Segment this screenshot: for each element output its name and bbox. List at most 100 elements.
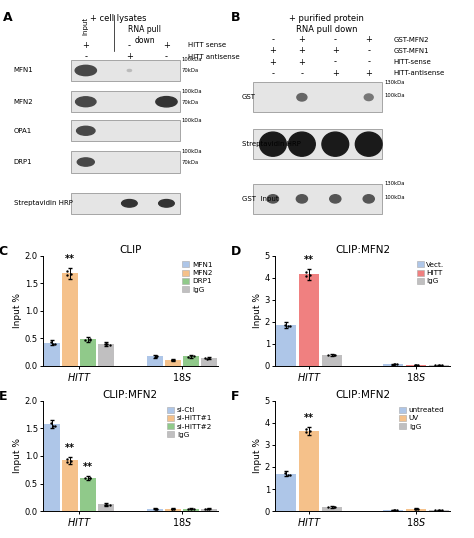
Text: -: - bbox=[334, 58, 337, 67]
Text: +: + bbox=[332, 46, 339, 55]
Ellipse shape bbox=[356, 132, 382, 156]
Point bbox=[391, 360, 398, 369]
Point bbox=[435, 506, 442, 514]
Point bbox=[390, 360, 397, 369]
Text: + purified protein: + purified protein bbox=[289, 14, 364, 23]
Bar bbox=[322, 355, 342, 366]
Text: RNA pull: RNA pull bbox=[128, 25, 161, 34]
Ellipse shape bbox=[364, 94, 373, 101]
Y-axis label: Input %: Input % bbox=[253, 293, 262, 328]
Bar bbox=[80, 339, 96, 366]
Text: GST  Input: GST Input bbox=[242, 196, 278, 202]
Point bbox=[205, 505, 213, 513]
Text: +: + bbox=[299, 46, 305, 55]
Point bbox=[169, 504, 176, 513]
Text: -: - bbox=[367, 46, 370, 55]
Point bbox=[51, 421, 59, 430]
Point bbox=[152, 353, 159, 362]
Point bbox=[154, 351, 161, 360]
Text: -: - bbox=[272, 69, 274, 78]
Text: 130kDa: 130kDa bbox=[384, 181, 405, 186]
Point bbox=[168, 356, 175, 365]
Ellipse shape bbox=[297, 94, 307, 101]
Bar bbox=[62, 461, 78, 511]
Text: GST-MFN2: GST-MFN2 bbox=[393, 37, 428, 43]
Point bbox=[201, 505, 209, 513]
Bar bbox=[276, 325, 296, 366]
Point bbox=[412, 505, 419, 513]
Point bbox=[414, 360, 422, 369]
FancyBboxPatch shape bbox=[71, 91, 180, 112]
Point bbox=[187, 505, 194, 513]
Text: MFN2: MFN2 bbox=[14, 99, 34, 105]
Point bbox=[47, 419, 55, 428]
Title: CLIP: CLIP bbox=[119, 245, 142, 255]
Point bbox=[306, 427, 314, 436]
FancyBboxPatch shape bbox=[71, 151, 180, 173]
Text: **: ** bbox=[304, 413, 314, 423]
Point bbox=[331, 502, 339, 511]
Bar bbox=[201, 358, 217, 366]
Point bbox=[86, 335, 93, 343]
Point bbox=[204, 505, 211, 513]
Point bbox=[390, 506, 397, 514]
Point bbox=[67, 270, 74, 279]
Point bbox=[391, 506, 398, 514]
Point bbox=[431, 361, 439, 370]
Bar bbox=[62, 273, 78, 366]
Point bbox=[330, 350, 338, 359]
Text: +: + bbox=[332, 69, 339, 78]
Point bbox=[51, 339, 59, 348]
Bar bbox=[276, 473, 296, 511]
Text: **: ** bbox=[65, 443, 75, 453]
Point bbox=[330, 502, 338, 511]
Point bbox=[106, 501, 113, 509]
Text: -: - bbox=[301, 69, 303, 78]
Bar bbox=[383, 364, 403, 366]
Text: MFN1: MFN1 bbox=[14, 67, 34, 74]
Text: +: + bbox=[270, 58, 276, 67]
Text: +: + bbox=[365, 36, 372, 44]
Text: Streptavidin HRP: Streptavidin HRP bbox=[14, 200, 73, 207]
Text: -: - bbox=[272, 36, 274, 44]
Text: F: F bbox=[231, 390, 239, 403]
Bar bbox=[299, 274, 319, 366]
Point bbox=[325, 502, 332, 511]
Text: 100kDa: 100kDa bbox=[182, 149, 202, 154]
Text: HITT sense: HITT sense bbox=[188, 43, 227, 48]
Point bbox=[64, 457, 71, 466]
Text: +: + bbox=[270, 46, 276, 55]
Text: -: - bbox=[84, 52, 87, 61]
Point bbox=[282, 320, 289, 329]
Text: Input: Input bbox=[83, 17, 89, 36]
Point bbox=[201, 353, 209, 362]
Text: + cell lysates: + cell lysates bbox=[90, 14, 147, 23]
Bar bbox=[44, 424, 60, 511]
Point bbox=[393, 359, 401, 368]
Text: 70kDa: 70kDa bbox=[182, 100, 199, 105]
Point bbox=[302, 272, 310, 280]
FancyBboxPatch shape bbox=[71, 120, 180, 141]
Point bbox=[302, 424, 310, 433]
Ellipse shape bbox=[159, 200, 174, 207]
Text: -: - bbox=[367, 58, 370, 67]
Point bbox=[169, 356, 176, 364]
Title: CLIP:MFN2: CLIP:MFN2 bbox=[335, 390, 390, 400]
Text: 100kDa: 100kDa bbox=[384, 195, 405, 200]
Bar bbox=[429, 510, 449, 511]
Text: 100kDa: 100kDa bbox=[384, 93, 405, 98]
Bar bbox=[406, 365, 426, 366]
Ellipse shape bbox=[260, 132, 286, 156]
Point bbox=[184, 505, 191, 513]
Bar bbox=[146, 509, 163, 511]
Point bbox=[411, 505, 419, 513]
Point bbox=[171, 356, 178, 365]
Text: HITT-antisense: HITT-antisense bbox=[393, 70, 445, 76]
Text: HITT-sense: HITT-sense bbox=[393, 59, 431, 65]
FancyBboxPatch shape bbox=[71, 60, 180, 81]
Text: down: down bbox=[134, 37, 155, 45]
Point bbox=[285, 470, 292, 479]
Point bbox=[431, 506, 439, 514]
Point bbox=[106, 341, 113, 349]
FancyBboxPatch shape bbox=[253, 82, 382, 112]
